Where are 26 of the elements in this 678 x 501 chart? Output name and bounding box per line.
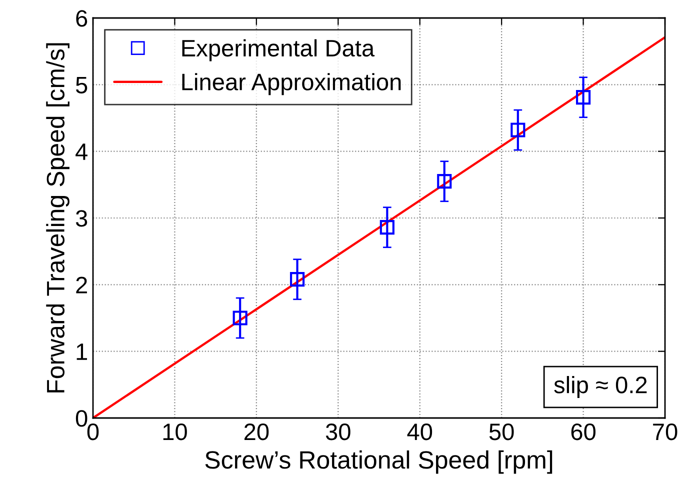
- y-tick-label: 4: [76, 144, 88, 160]
- point: [576, 90, 591, 105]
- y-tick-label: 0: [76, 410, 88, 427]
- point: [232, 310, 248, 326]
- x-tick-label: 0: [87, 423, 99, 440]
- y-tick-label: 2: [76, 276, 87, 294]
- y-tick-label: 1: [76, 344, 87, 360]
- x-tick-label: 30: [326, 423, 350, 440]
- y-tick-label: 6: [76, 10, 88, 27]
- y-axis-title: Forward Traveling Speed [cm/s]: [46, 43, 70, 392]
- legend-label: Linear Approximation: [182, 73, 401, 96]
- annotation: slip ≈ 0.2: [554, 376, 647, 398]
- y-tick-label: 3: [76, 210, 88, 227]
- x-tick-label: 60: [571, 423, 596, 440]
- legend-label: Experimental Data: [182, 39, 375, 62]
- x-axis-title: Screw’s Rotational Speed [rpm]: [205, 450, 552, 474]
- x-tick-label: 40: [407, 423, 432, 440]
- y-tick-label: 5: [76, 76, 88, 94]
- x-tick-label: 50: [489, 423, 514, 440]
- x-tick-label: 70: [653, 423, 678, 440]
- point: [510, 122, 526, 138]
- point: [437, 174, 452, 189]
- x-tick-label: 20: [244, 423, 269, 440]
- x-tick-label: 10: [163, 423, 187, 440]
- point: [380, 220, 394, 235]
- point: [290, 272, 305, 287]
